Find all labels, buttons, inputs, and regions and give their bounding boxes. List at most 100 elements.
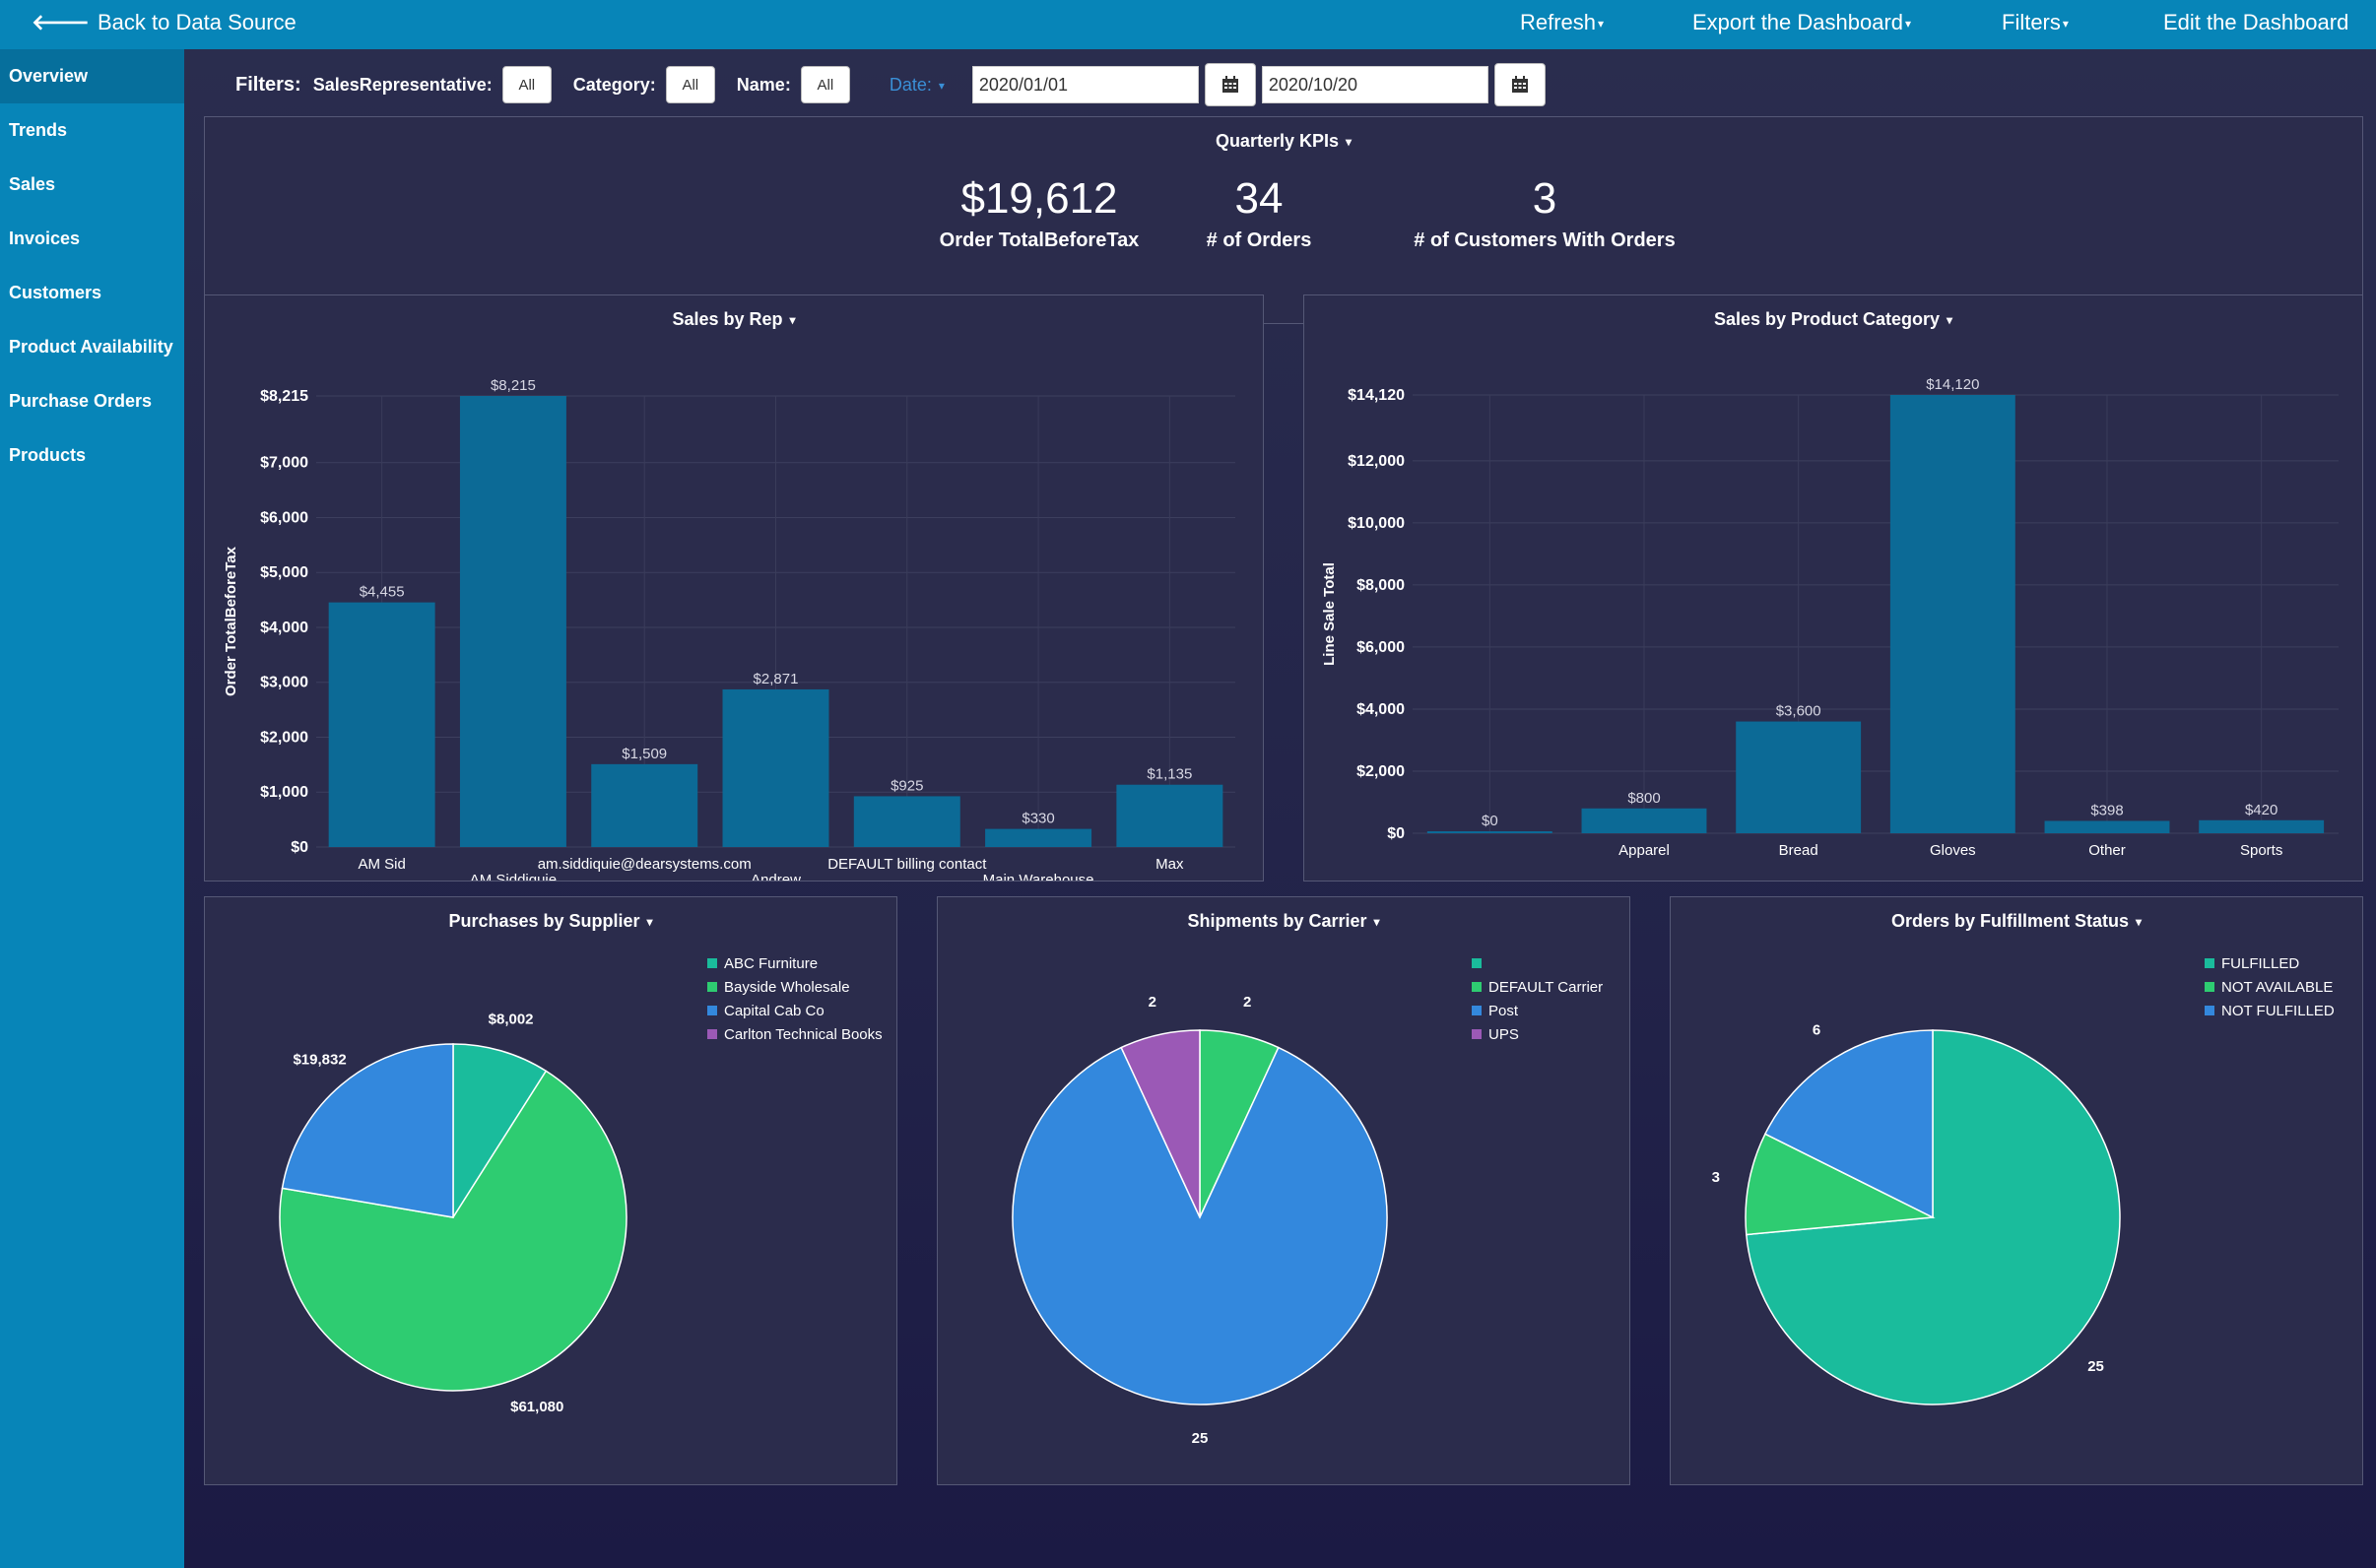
legend-label: Post <box>1488 1003 1519 1019</box>
bar <box>1736 721 1862 833</box>
sidebar-item-purchase-orders[interactable]: Purchase Orders <box>9 391 153 411</box>
pie-slice <box>279 1070 627 1392</box>
date-filter-dropdown[interactable]: Date: ▾ <box>890 75 945 96</box>
pie-value-label: 3 <box>1712 1169 1720 1186</box>
x-tick-label: DEFAULT billing contact <box>827 856 987 873</box>
bar <box>328 602 435 847</box>
name-filter-button[interactable]: All <box>800 66 850 103</box>
legend-label: Capital Cab Co <box>724 1003 825 1019</box>
y-tick-label: $14,120 <box>1348 387 1405 404</box>
sales-by-rep-panel: Sales by Rep ▾ $0 $1,000 $2,000 $3,000 $4,00… <box>204 294 1264 927</box>
filter-bar: Filters: SalesRepresentative: All Catego… <box>235 63 1551 106</box>
edit-label: Edit the Dashboard <box>2163 10 2349 34</box>
legend-swatch <box>2205 958 2214 968</box>
x-tick-label: Max <box>1155 856 1184 873</box>
x-tick-label: Sports <box>2240 842 2282 859</box>
refresh-menu[interactable]: Refresh ▾ <box>1520 10 1604 35</box>
y-tick-label: $8,000 <box>1356 577 1405 594</box>
sidebar-item-products[interactable]: Products <box>9 445 87 465</box>
x-tick-label: Gloves <box>1930 842 1976 859</box>
y-tick-label: $2,000 <box>260 729 308 746</box>
date-to-calendar-button[interactable] <box>1493 63 1546 106</box>
legend-swatch <box>2205 982 2214 992</box>
pie-slice <box>452 1043 548 1220</box>
sidebar-item-product-availability[interactable]: Product Availability <box>9 337 173 357</box>
legend-swatch <box>707 1006 717 1015</box>
legend-label: DEFAULT Carrier <box>1488 979 1603 996</box>
date-from-input[interactable]: 2020/01/01 <box>971 66 1199 103</box>
chart-title-text: Shipments by Carrier <box>1187 911 1367 931</box>
sidebar-item-trends[interactable]: Trends <box>9 120 68 140</box>
legend-swatch <box>707 982 717 992</box>
pie-value-label: $19,832 <box>293 1051 346 1068</box>
legend-swatch <box>1472 1006 1482 1015</box>
pie-value-label: 25 <box>2087 1358 2104 1375</box>
legend-label: UPS <box>1488 1026 1519 1043</box>
bar <box>2199 819 2325 833</box>
purchases-by-supplier-title[interactable]: Purchases by Supplier ▾ <box>205 911 896 932</box>
y-tick-label: $5,000 <box>260 564 308 581</box>
y-tick-label: $2,000 <box>1356 763 1405 780</box>
sidebar-item-customers[interactable]: Customers <box>9 283 102 302</box>
kpi-customers-count: 3 # of Customers With Orders <box>1367 174 1722 252</box>
edit-dashboard-button[interactable]: Edit the Dashboard <box>2163 10 2348 35</box>
back-to-data-source-link[interactable]: 🡐 Back to Data Source <box>32 10 297 35</box>
sales-by-rep-chart: $0 $1,000 $2,000 $3,000 $4,000 $5,000 $6,000 $7… <box>223 377 1235 927</box>
pie-slice <box>1120 1029 1201 1218</box>
y-tick-label: $7,000 <box>260 455 308 472</box>
date-from-calendar-button[interactable] <box>1204 63 1256 106</box>
caret-down-icon: ▾ <box>1947 313 1953 328</box>
name-filter-label: Name: <box>736 74 791 95</box>
kpi-value: $19,612 <box>960 174 1118 223</box>
bar-value-label: $4,455 <box>360 584 405 601</box>
pie-value-label: $8,002 <box>489 1011 534 1027</box>
caret-down-icon: ▾ <box>789 313 796 328</box>
x-tick-label: AM Sid <box>358 856 405 873</box>
calendar-icon <box>1221 76 1238 93</box>
refresh-label: Refresh <box>1520 10 1597 34</box>
pie-slice <box>1745 1133 1936 1236</box>
category-filter-label: Category: <box>572 74 656 95</box>
orders-by-fulfillment-chart: 25 3 6 FULFILLED NOT AVAILABLE NOT FULFILLED <box>1712 955 2335 1405</box>
y-tick-label: $4,000 <box>1356 701 1405 718</box>
sales-by-category-panel: Sales by Product Category ▾ $0 $2,000 $4,0… <box>1303 294 2363 925</box>
y-tick-label: $10,000 <box>1348 515 1405 532</box>
purchases-by-supplier-panel: Purchases by Supplier ▾ $8,002 $61,080 $19… <box>204 896 897 1485</box>
x-tick-label: Other <box>2088 842 2126 859</box>
y-tick-label: $12,000 <box>1348 453 1405 470</box>
bar <box>1426 831 1552 833</box>
bar-value-label: $800 <box>1627 790 1660 807</box>
sales-by-category-title[interactable]: Sales by Product Category ▾ <box>1304 309 2362 330</box>
filters-menu[interactable]: Filters ▾ <box>2002 10 2069 35</box>
export-dashboard-menu[interactable]: Export the Dashboard ▾ <box>1692 10 1911 35</box>
pie-value-label: 6 <box>1813 1022 1820 1039</box>
top-bar: 🡐 Back to Data Source Refresh ▾ Export th… <box>0 0 2376 49</box>
kpi-label: # of Orders <box>1206 229 1312 251</box>
y-tick-label: $3,000 <box>260 675 308 691</box>
y-axis-label: Line Sale Total <box>1321 562 1338 666</box>
bar-value-label: $1,509 <box>622 746 667 762</box>
date-to-input[interactable]: 2020/10/20 <box>1261 66 1488 103</box>
sales-by-rep-title[interactable]: Sales by Rep ▾ <box>205 309 1263 330</box>
legend-swatch <box>1472 958 1482 968</box>
y-tick-label: $6,000 <box>260 509 308 526</box>
export-label: Export the Dashboard <box>1692 10 1904 34</box>
bar <box>1889 395 2015 833</box>
sales-rep-filter-button[interactable]: All <box>501 66 552 103</box>
bar <box>1116 784 1223 847</box>
orders-by-fulfillment-title[interactable]: Orders by Fulfillment Status ▾ <box>1671 911 2362 932</box>
sidebar-item-invoices[interactable]: Invoices <box>9 229 81 248</box>
sidebar-item-overview[interactable]: Overview <box>0 49 184 103</box>
legend-label: NOT AVAILABLE <box>2221 979 2333 996</box>
bar-value-label: $925 <box>891 777 923 794</box>
bar-value-label: $8,215 <box>491 377 536 394</box>
kpi-panel-title[interactable]: Quarterly KPIs ▾ <box>205 131 2362 152</box>
sidebar-item-sales[interactable]: Sales <box>9 174 56 194</box>
category-filter-button[interactable]: All <box>665 66 715 103</box>
caret-down-icon: ▾ <box>1598 17 1605 32</box>
y-tick-label: $6,000 <box>1356 639 1405 656</box>
y-tick-label: $0 <box>1387 825 1405 842</box>
shipments-by-carrier-title[interactable]: Shipments by Carrier ▾ <box>938 911 1629 932</box>
sales-rep-filter-label: SalesRepresentative: <box>312 74 493 95</box>
main-content: Filters: SalesRepresentative: All Catego… <box>184 49 2376 1568</box>
